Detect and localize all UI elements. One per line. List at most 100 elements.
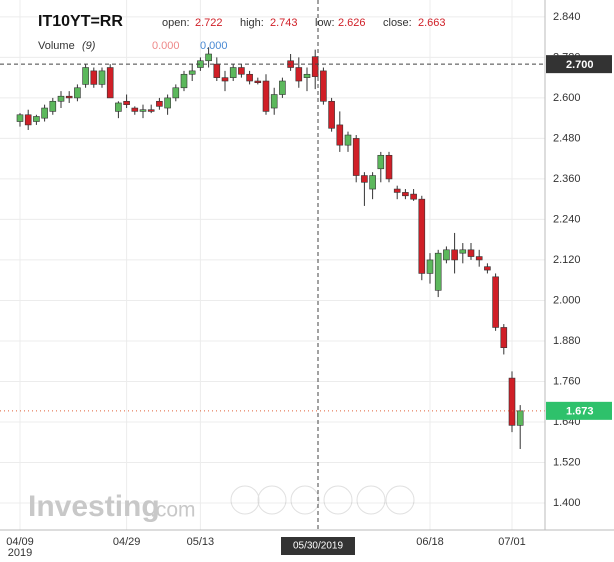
candle-body bbox=[467, 249, 475, 257]
candle-body bbox=[344, 134, 352, 146]
candle-body bbox=[434, 252, 442, 291]
nav-button[interactable] bbox=[290, 485, 320, 515]
candle-body bbox=[295, 67, 303, 82]
y-tick-label: 2.240 bbox=[553, 213, 581, 225]
candle-body bbox=[147, 109, 155, 112]
candle-body bbox=[221, 77, 229, 82]
candle-body bbox=[254, 80, 262, 84]
candle-body bbox=[205, 53, 212, 62]
volume-value: 0.000 bbox=[200, 40, 228, 52]
y-tick-label: 1.520 bbox=[553, 456, 581, 468]
logo-text: Investing bbox=[28, 490, 160, 523]
ticker: IT10YT=RR bbox=[38, 13, 123, 30]
candle-body bbox=[484, 266, 491, 271]
candle-body bbox=[279, 80, 286, 95]
candle-body bbox=[492, 276, 499, 328]
last-price-badge bbox=[546, 401, 612, 420]
y-tick-label: 2.480 bbox=[553, 132, 581, 144]
candle-body bbox=[377, 154, 385, 170]
crosshair-y-badge bbox=[546, 55, 612, 74]
nav-button[interactable] bbox=[230, 485, 260, 515]
volume-period: (9) bbox=[82, 40, 96, 52]
candle-body bbox=[500, 327, 508, 349]
y-tick-label: 2.840 bbox=[553, 11, 581, 23]
logo: Investing .com bbox=[28, 490, 196, 523]
y-tick-label: 2.000 bbox=[553, 294, 581, 306]
candle-body bbox=[451, 249, 458, 261]
candle-body bbox=[115, 102, 122, 112]
candle-body bbox=[459, 249, 467, 254]
candle-body bbox=[336, 124, 344, 146]
candle-body bbox=[213, 63, 221, 78]
x-year-label: 2019 bbox=[8, 547, 32, 559]
candle-body bbox=[369, 175, 376, 190]
nav-button[interactable] bbox=[257, 485, 287, 515]
candle-body bbox=[516, 410, 524, 426]
candle-body bbox=[156, 100, 163, 107]
candle-body bbox=[443, 249, 450, 261]
candle-body bbox=[90, 70, 98, 85]
candle-body bbox=[49, 100, 57, 112]
candle-body bbox=[270, 94, 278, 109]
y-tick-label: 1.760 bbox=[553, 375, 581, 387]
nav-button[interactable] bbox=[385, 485, 415, 515]
candle-body bbox=[180, 73, 188, 89]
candle-body bbox=[188, 70, 196, 75]
legend-value: 2.663 bbox=[418, 17, 446, 29]
y-tick-label: 2.120 bbox=[553, 254, 581, 266]
candle-body bbox=[393, 188, 401, 193]
candle-body bbox=[98, 70, 106, 85]
x-tick-label: 05/13 bbox=[187, 536, 215, 548]
candle-body bbox=[65, 95, 73, 99]
candle-body bbox=[16, 114, 24, 122]
candle-body bbox=[172, 87, 180, 99]
candle-body bbox=[123, 100, 130, 105]
candle-body bbox=[229, 67, 237, 78]
y-tick-label: 1.400 bbox=[553, 497, 581, 509]
crosshair-x-badge bbox=[281, 537, 355, 555]
candle-body bbox=[320, 70, 327, 102]
candle-body bbox=[33, 116, 40, 122]
grid: 2.8402.7202.6002.4802.3602.2402.1202.000… bbox=[0, 0, 581, 559]
candle-body bbox=[385, 154, 393, 180]
candle-body bbox=[508, 377, 516, 426]
candle-body bbox=[24, 114, 32, 126]
crosshair-x-label: 05/30/2019 bbox=[293, 541, 343, 552]
candle-body bbox=[57, 95, 65, 102]
candle-body bbox=[311, 56, 319, 77]
candle-body bbox=[361, 175, 368, 183]
crosshair-y-label: 2.700 bbox=[566, 59, 594, 71]
legend-value: 2.626 bbox=[338, 17, 366, 29]
volume-value: 0.000 bbox=[152, 40, 180, 52]
candle-body bbox=[139, 109, 147, 112]
x-tick-label: 07/01 bbox=[498, 536, 526, 548]
candle-body bbox=[418, 198, 426, 274]
candle-body bbox=[303, 73, 311, 78]
candle-body bbox=[352, 138, 360, 176]
nav-button[interactable] bbox=[356, 485, 386, 515]
legend-label: high: bbox=[240, 17, 264, 29]
legend-value: 2.743 bbox=[270, 17, 298, 29]
candle-body bbox=[41, 107, 48, 119]
y-tick-label: 2.600 bbox=[553, 92, 581, 104]
candle-body bbox=[131, 107, 139, 112]
candle-body bbox=[410, 193, 417, 200]
x-tick-label: 04/29 bbox=[113, 536, 141, 548]
x-tick-label: 06/18 bbox=[416, 536, 444, 548]
candle-body bbox=[328, 100, 335, 129]
candle-body bbox=[82, 67, 89, 85]
last-price-label: 1.673 bbox=[566, 406, 594, 418]
candle-body bbox=[402, 192, 409, 197]
legend-value: 2.722 bbox=[195, 17, 223, 29]
candle-body bbox=[238, 67, 245, 75]
logo-suffix: .com bbox=[150, 499, 196, 522]
legend-label: open: bbox=[162, 17, 190, 29]
x-tick-label: 04/09 bbox=[6, 536, 34, 548]
plot bbox=[16, 47, 524, 449]
nav-button[interactable] bbox=[323, 485, 353, 515]
candle-body bbox=[246, 73, 253, 82]
legend-label: low: bbox=[315, 17, 335, 29]
candle-body bbox=[262, 80, 270, 112]
